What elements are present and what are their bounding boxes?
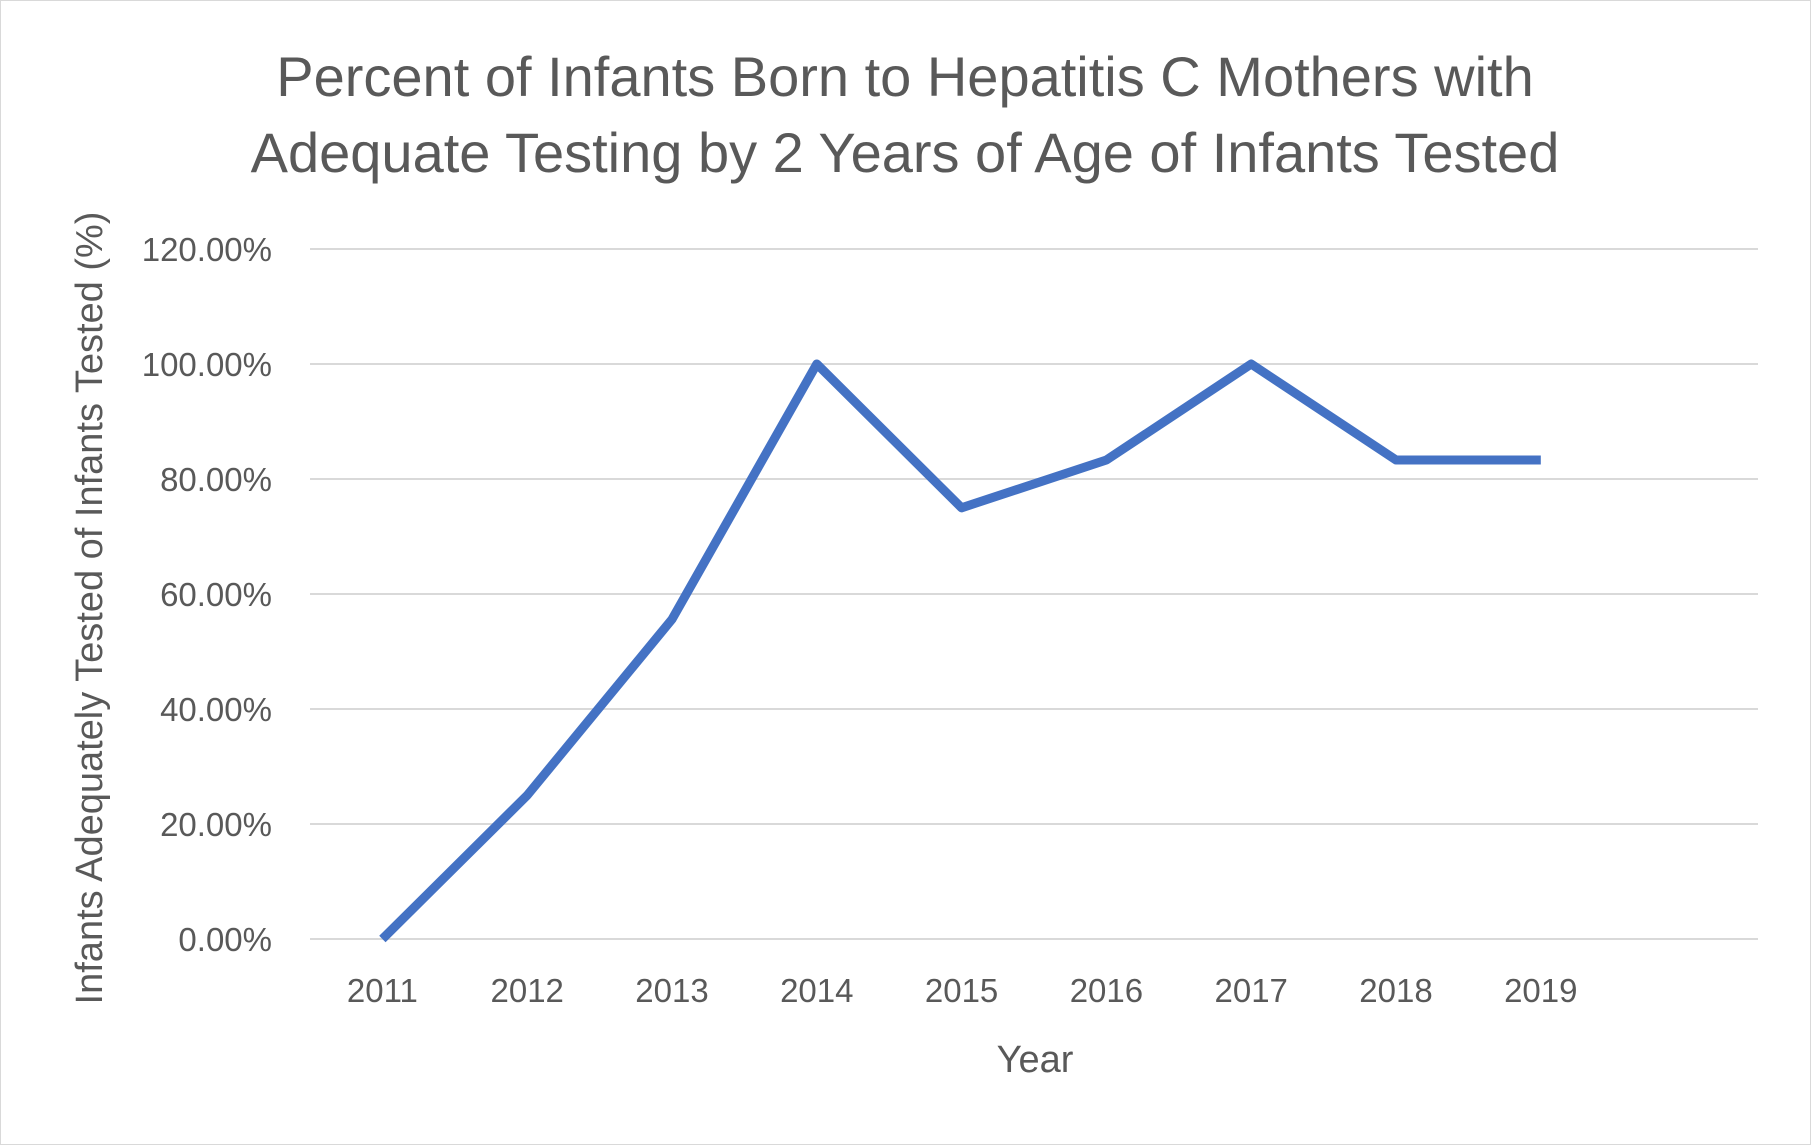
- x-tick-label: 2013: [635, 972, 708, 1009]
- chart-title-line-1: Percent of Infants Born to Hepatitis C M…: [276, 45, 1533, 108]
- x-tick-label: 2015: [925, 972, 998, 1009]
- y-axis-tick-labels: 0.00% 20.00% 40.00% 60.00% 80.00% 100.00% 120.…: [142, 231, 272, 958]
- y-tick-label: 60.00%: [160, 576, 272, 613]
- x-tick-label: 2018: [1359, 972, 1432, 1009]
- x-tick-label: 2017: [1214, 972, 1287, 1009]
- chart-title-line-2: Adequate Testing by 2 Years of Age of In…: [251, 121, 1560, 184]
- y-tick-label: 120.00%: [142, 231, 272, 268]
- x-axis-tick-labels: 2011 2012 2013 2014 2015 2016 2017 2018 2019: [347, 972, 1578, 1009]
- y-tick-label: 100.00%: [142, 346, 272, 383]
- x-tick-label: 2012: [490, 972, 563, 1009]
- series-line-1: [379, 359, 1541, 943]
- x-axis-title: Year: [997, 1039, 1074, 1081]
- chart-title: Percent of Infants Born to Hepatitis C M…: [251, 45, 1560, 184]
- y-tick-label: 20.00%: [160, 806, 272, 843]
- gridlines: [310, 248, 1758, 940]
- x-tick-label: 2011: [347, 972, 418, 1009]
- y-tick-label: 80.00%: [160, 461, 272, 498]
- y-tick-label: 0.00%: [178, 921, 272, 958]
- x-tick-label: 2019: [1504, 972, 1577, 1009]
- x-tick-label: 2016: [1070, 972, 1143, 1009]
- y-axis-title: Infants Adequately Tested of Infants Tes…: [69, 212, 111, 1005]
- y-tick-label: 40.00%: [160, 691, 272, 728]
- x-tick-label: 2014: [780, 972, 853, 1009]
- series-lines: [379, 359, 1541, 943]
